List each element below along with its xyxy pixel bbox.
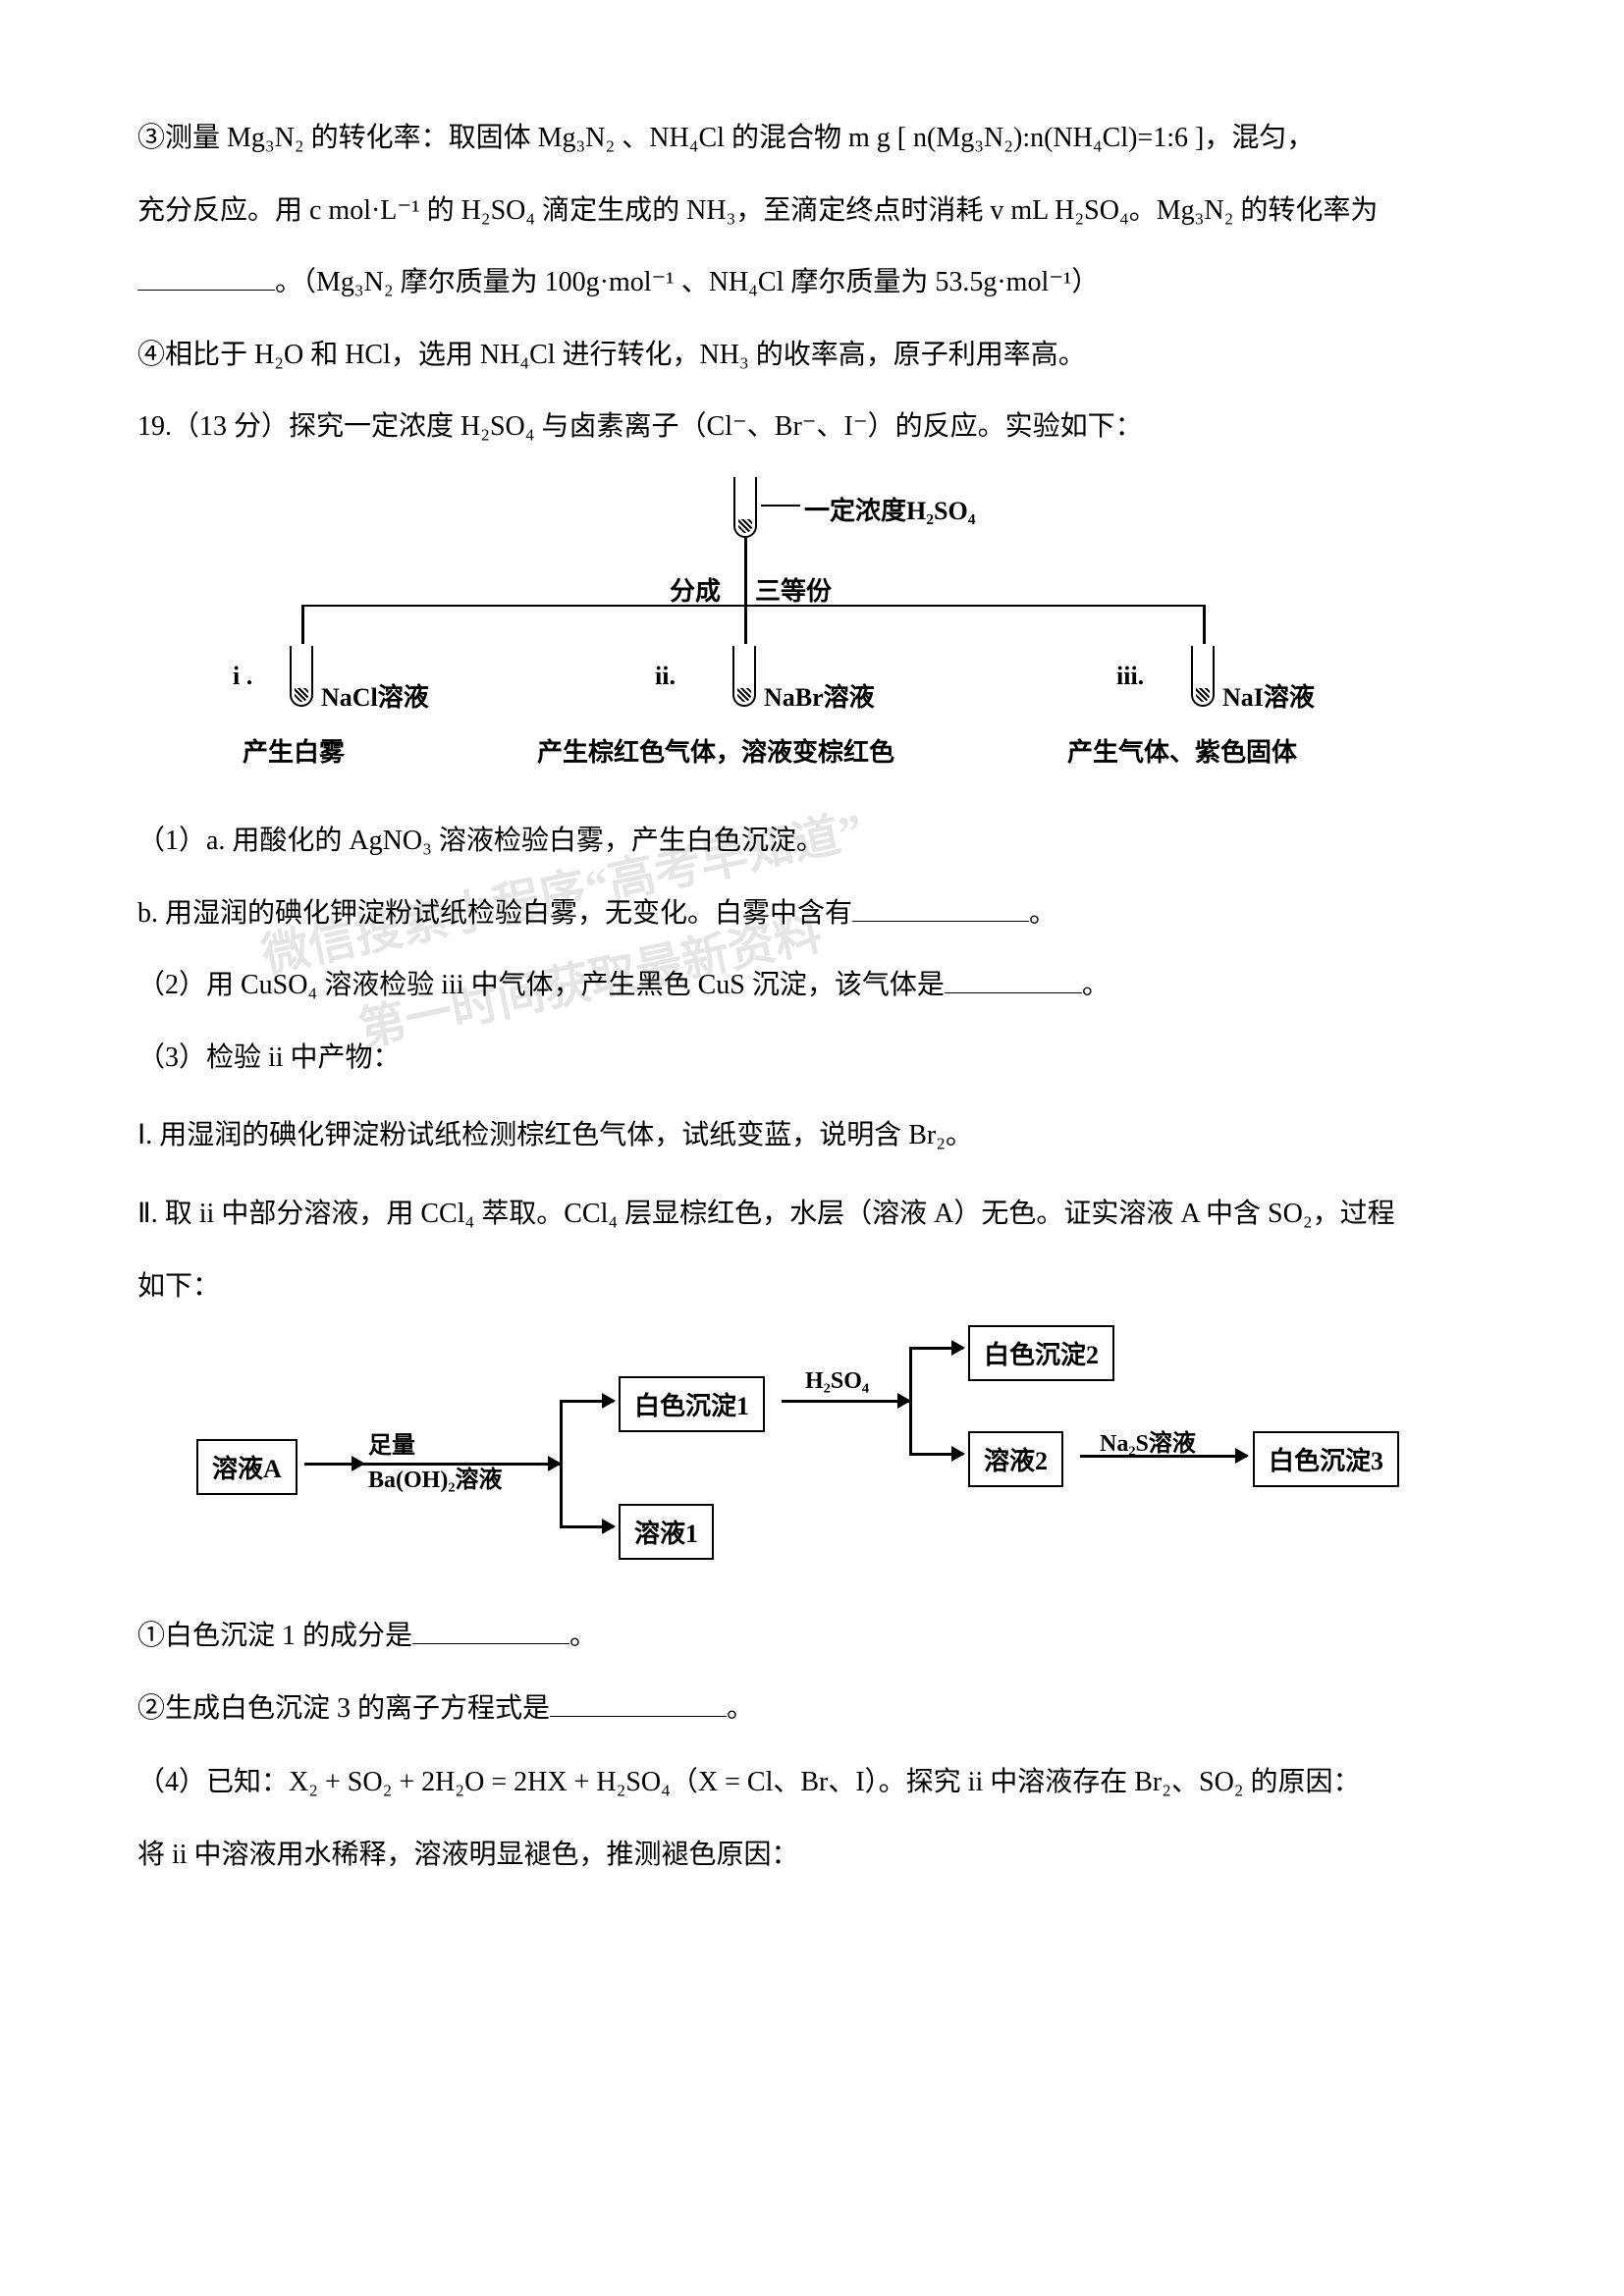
vline-b1 — [301, 605, 304, 644]
box-precipitate-3: 白色沉淀3 — [1253, 1431, 1399, 1487]
box-precipitate-2: 白色沉淀2 — [968, 1325, 1114, 1381]
branch-3-result: 产生气体、紫色固体 — [1067, 732, 1297, 769]
branch-2-result: 产生棕红色气体，溶液变棕红色 — [537, 732, 894, 769]
q19-4b: 将 ii 中溶液用水稀释，溶液明显褪色，推测褪色原因： — [137, 1825, 1487, 1886]
arrow-to-b — [560, 1400, 614, 1403]
branch-3-idx: iii. — [1116, 662, 1144, 691]
q19-1a: （1）a. 用酸化的 AgNO₃ 溶液检验白雾，产生白色沉淀。 — [137, 811, 1487, 872]
q19-1b-tail: 。 — [1029, 898, 1056, 929]
para-3-tail: 。（Mg₃N₂ 摩尔质量为 100g·mol⁻¹ 、NH₄Cl 摩尔质量为 53… — [275, 267, 1099, 297]
para-3-line1: ③测量 Mg₃N₂ 的转化率：取固体 Mg₃N₂ 、NH₄Cl 的混合物 m g… — [137, 108, 1487, 169]
para-3-line3: 。（Mg₃N₂ 摩尔质量为 100g·mol⁻¹ 、NH₄Cl 摩尔质量为 53… — [137, 252, 1487, 313]
branch-3-sol: NaI溶液 — [1222, 677, 1315, 714]
arrow-to-e — [909, 1453, 963, 1456]
q19-3-II-1: ①白色沉淀 1 的成分是 。 — [137, 1606, 1487, 1667]
tube-3 — [1191, 646, 1215, 707]
q19-1b: b. 用湿润的碘化钾淀粉试纸检验白雾，无变化。白雾中含有 。 — [137, 883, 1487, 944]
q19-2-tail: 。 — [1082, 970, 1110, 1000]
para-3-line2: 充分反应。用 c mol·L⁻¹ 的 H₂SO₄ 滴定生成的 NH₃，至滴定终点… — [137, 181, 1487, 241]
split-left: 分成 — [670, 571, 721, 608]
blank-conversion-rate — [137, 263, 275, 291]
box-solution-2: 溶液2 — [968, 1431, 1063, 1487]
label-h2so4: H₂SO₄ — [805, 1368, 869, 1395]
tube-2 — [732, 646, 756, 707]
pointer-line — [761, 505, 800, 507]
vline-mid — [744, 571, 747, 605]
split-right: 三等份 — [755, 571, 832, 608]
q19-3-I: Ⅰ. 用湿润的碘化钾淀粉试纸检测棕红色气体，试纸变蓝，说明含 Br₂。 — [137, 1105, 1487, 1166]
q19-3-II-1-head: ①白色沉淀 1 的成分是 — [137, 1621, 412, 1651]
diagram-experiment-split: 一定浓度H₂SO₄ 分成 三等份 i . NaCl溶液 产生白雾 ii. NaB… — [223, 477, 1401, 801]
blank-1b — [852, 894, 1029, 922]
diagram-flow: 溶液A 足量 Ba(OH)₂溶液 白色沉淀1 溶液1 H₂SO₄ 白色沉淀2 溶… — [196, 1331, 1473, 1586]
q19-3-II-2-tail: 。 — [727, 1693, 754, 1724]
top-tube-label: 一定浓度H₂SO₄ — [804, 491, 976, 527]
blank-ionic-eq — [550, 1689, 727, 1717]
q19-3-IIb: 如下： — [137, 1256, 1487, 1317]
q19-3-II-1-tail: 。 — [569, 1621, 597, 1651]
hline-main — [301, 605, 1205, 608]
q19-stem: 19.（13 分）探究一定浓度 H₂SO₄ 与卤素离子（Cl⁻、Br⁻、I⁻）的… — [137, 397, 1487, 457]
q19-3-II: Ⅱ. 取 ii 中部分溶液，用 CCl₄ 萃取。CCl₄ 层显棕红色，水层（溶液… — [137, 1184, 1487, 1245]
branch-1-sol: NaCl溶液 — [321, 677, 429, 714]
box-solution-a: 溶液A — [196, 1439, 298, 1495]
q19-2: （2）用 CuSO₄ 溶液检验 iii 中气体，产生黑色 CuS 沉淀，该气体是… — [137, 955, 1487, 1016]
q19-1b-head: b. 用湿润的碘化钾淀粉试纸检验白雾，无变化。白雾中含有 — [137, 898, 852, 929]
vline-b2 — [744, 605, 747, 644]
arrow-to-c — [560, 1525, 614, 1528]
q19-3-II-2: ②生成白色沉淀 3 的离子方程式是 。 — [137, 1679, 1487, 1739]
label-baoh2: 足量 Ba(OH)₂溶液 — [368, 1425, 503, 1494]
q19-2-head: （2）用 CuSO₄ 溶液检验 iii 中气体，产生黑色 CuS 沉淀，该气体是 — [137, 970, 945, 1000]
branch-1-result: 产生白雾 — [243, 732, 345, 769]
arrow-to-d — [909, 1347, 963, 1350]
branch-1-idx: i . — [233, 662, 252, 691]
vline-b3 — [1203, 605, 1206, 644]
label-na2s: Na₂S溶液 — [1100, 1423, 1196, 1458]
branch-2-sol: NaBr溶液 — [764, 677, 875, 714]
box-solution-1: 溶液1 — [619, 1504, 714, 1560]
arrow-a-main — [363, 1463, 560, 1466]
q19-3-II-2-head: ②生成白色沉淀 3 的离子方程式是 — [137, 1693, 550, 1724]
blank-2 — [945, 966, 1082, 993]
vline-split1 — [560, 1400, 563, 1527]
para-4: ④相比于 H₂O 和 HCl，选用 NH₄Cl 进行转化，NH₃ 的收率高，原子… — [137, 325, 1487, 386]
arrow-b-out — [782, 1400, 909, 1403]
arrow-a-out — [304, 1463, 363, 1466]
q19-4: （4）已知：X₂ + SO₂ + 2H₂O = 2HX + H₂SO₄（X = … — [137, 1752, 1487, 1813]
tube-1 — [290, 646, 313, 707]
box-precipitate-1: 白色沉淀1 — [619, 1376, 765, 1432]
q19-3: （3）检验 ii 中产物： — [137, 1028, 1487, 1089]
branch-2-idx: ii. — [655, 662, 676, 691]
blank-precipitate1 — [412, 1617, 569, 1644]
vline-split2 — [909, 1347, 912, 1455]
tube-top — [733, 477, 757, 538]
